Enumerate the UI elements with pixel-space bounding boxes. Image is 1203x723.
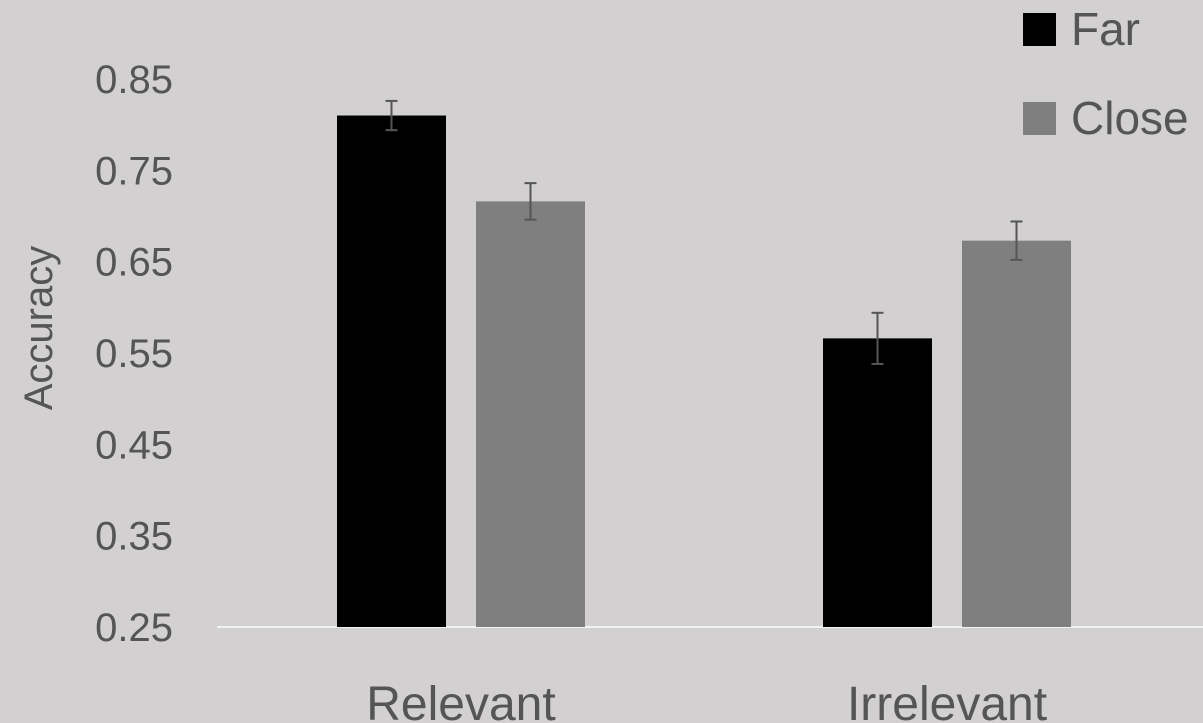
y-tick-label: 0.45 xyxy=(95,423,173,467)
legend-label-far: Far xyxy=(1071,3,1140,55)
y-axis-title: Accuracy xyxy=(17,246,61,411)
x-tick-labels: Relevant Irrelevant xyxy=(366,678,1047,723)
y-tick-label: 0.55 xyxy=(95,332,173,376)
y-tick-labels: 0.85 0.75 0.65 0.55 0.45 0.35 0.25 xyxy=(95,58,173,650)
legend-swatch-close xyxy=(1023,102,1056,135)
error-bar xyxy=(524,182,537,221)
error-bar xyxy=(1010,220,1023,261)
bars xyxy=(337,115,1071,628)
legend: Far Close xyxy=(1023,3,1189,144)
bar-far-relevant xyxy=(337,115,446,628)
bar-far-irrelevant xyxy=(823,338,932,627)
y-axis: Accuracy 0.85 0.75 0.65 0.55 0.45 0.35 0.25 xyxy=(17,58,173,650)
error-bar xyxy=(385,99,398,132)
error-bars xyxy=(385,99,1023,365)
y-tick-label: 0.35 xyxy=(95,515,173,559)
y-tick-label: 0.75 xyxy=(95,149,173,193)
bar-close-relevant xyxy=(476,201,585,628)
x-tick-label: Relevant xyxy=(366,678,555,723)
legend-swatch-far xyxy=(1023,13,1056,46)
x-tick-label: Irrelevant xyxy=(847,678,1047,723)
y-tick-label: 0.65 xyxy=(95,241,173,285)
y-tick-label: 0.85 xyxy=(95,58,173,102)
legend-label-close: Close xyxy=(1071,92,1189,144)
error-bar xyxy=(871,311,884,365)
y-tick-label: 0.25 xyxy=(95,606,173,650)
bar-close-irrelevant xyxy=(962,240,1071,627)
